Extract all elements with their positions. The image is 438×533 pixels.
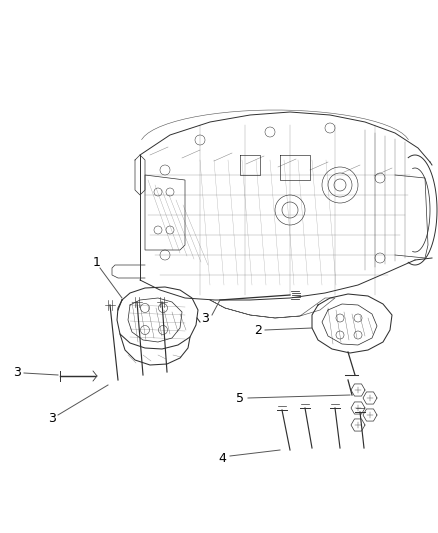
- Text: 3: 3: [201, 311, 209, 325]
- Text: 3: 3: [48, 411, 56, 424]
- Text: 1: 1: [93, 256, 101, 270]
- Text: 2: 2: [254, 324, 262, 336]
- Text: 5: 5: [236, 392, 244, 405]
- Text: 4: 4: [218, 451, 226, 464]
- Text: 3: 3: [13, 366, 21, 378]
